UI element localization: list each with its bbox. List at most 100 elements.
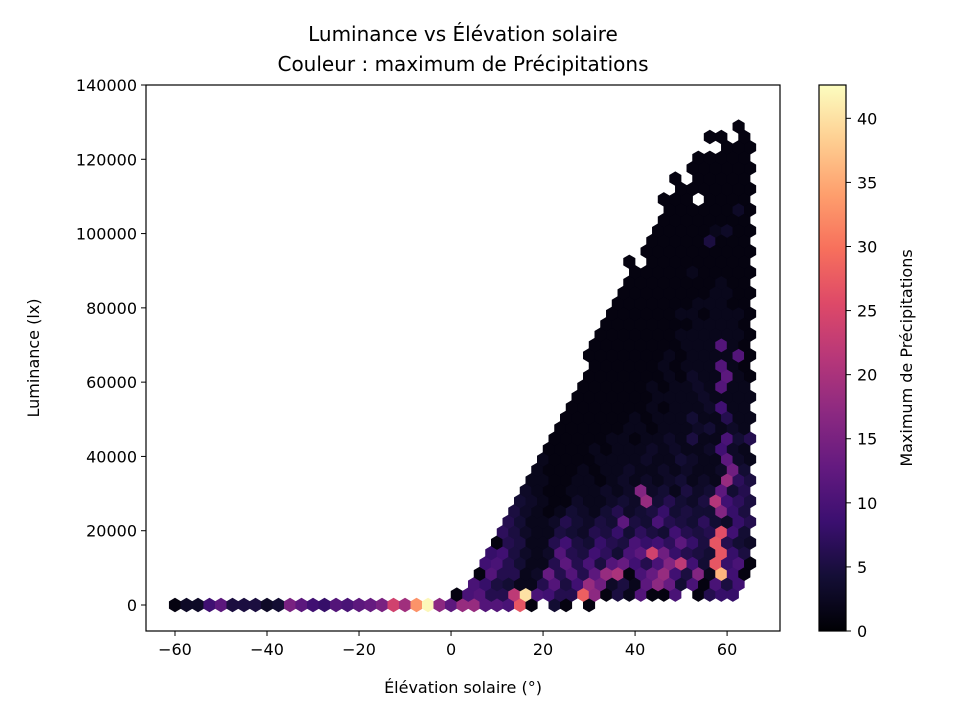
- hexbin-cell: [640, 472, 653, 488]
- hexbin-cell: [744, 348, 757, 363]
- hexbin-cell: [680, 233, 693, 249]
- hexbin-cell: [467, 597, 481, 613]
- hexbin-cell: [531, 545, 544, 561]
- hexbin-cell: [744, 160, 757, 176]
- hexbin-cell: [479, 556, 492, 571]
- hexbin-cell: [744, 472, 757, 488]
- hexbin-cell: [652, 306, 665, 322]
- hexbin-cell: [565, 400, 578, 415]
- hexbin-cell: [634, 379, 647, 394]
- hexbin-cell: [525, 472, 538, 488]
- hexbin-cell: [542, 545, 555, 561]
- hexbin-cell: [715, 379, 728, 394]
- hexbin-cell: [680, 316, 693, 332]
- hexbin-cell: [669, 212, 682, 228]
- hexbin-cell: [623, 420, 636, 436]
- colorbar-tick-label: 0: [857, 622, 867, 641]
- hexbin-cell: [669, 358, 682, 374]
- hexbin-cell: [565, 504, 578, 519]
- hexbin-cell: [680, 337, 693, 353]
- hexbin-cell: [680, 212, 693, 228]
- hexbin-cell: [726, 150, 739, 166]
- chart-title-line-2: Couleur : maximum de Précipitations: [277, 52, 648, 76]
- hexbin-cell: [629, 472, 642, 488]
- hexbin-cell: [709, 452, 722, 467]
- hexbin-cell: [726, 358, 739, 374]
- hexbin-cell: [692, 233, 705, 249]
- hexbin-cell: [680, 358, 693, 374]
- hexbin-cell: [698, 202, 711, 218]
- hexbin-cell: [600, 420, 613, 436]
- hexbin-cell: [686, 472, 699, 488]
- hexbin-cell: [617, 452, 630, 467]
- hexbin-cell: [709, 410, 722, 426]
- hexbin-cell: [657, 316, 670, 332]
- hexbin-cell: [640, 410, 653, 426]
- hexbin-cell: [715, 358, 728, 374]
- hexbin-cell: [594, 452, 607, 467]
- hexbin-cell: [456, 597, 469, 613]
- hexbin-cell: [548, 514, 561, 530]
- hexbin-cell: [680, 296, 693, 311]
- hexbin-cell: [715, 545, 728, 561]
- hexbin-cell: [623, 275, 636, 290]
- hexbin-cell: [617, 472, 630, 488]
- hexbin-cell: [606, 493, 619, 509]
- hexbin-cell: [652, 493, 665, 509]
- hexbin-cell: [669, 483, 682, 498]
- hexbin-cell: [583, 576, 596, 592]
- hexbin-cell: [744, 389, 757, 405]
- hexbin-cell: [732, 576, 745, 592]
- y-axis-ticks: 0 20000 40000 60000 80000 100000 120000 140000: [76, 76, 146, 615]
- hexbin-cell: [588, 545, 601, 561]
- hexbin-cell: [502, 556, 515, 571]
- hexbin-cell: [709, 244, 722, 259]
- hexbin-cell: [703, 212, 716, 228]
- hexbin-cell: [600, 400, 613, 415]
- hexbin-cell: [721, 140, 734, 155]
- hexbin-cell: [732, 306, 745, 322]
- hexbin-cell: [680, 192, 693, 207]
- hexbin-cell: [721, 202, 734, 218]
- hexbin-cell: [600, 316, 613, 332]
- hexbin-cell: [698, 535, 711, 550]
- hexbin-cell: [444, 597, 458, 613]
- hexbin-cell: [606, 576, 619, 592]
- hexbin-cell: [709, 202, 722, 218]
- x-tick-label: −60: [158, 640, 192, 659]
- hexbin-cell: [663, 576, 676, 592]
- hexbin-cell: [675, 327, 688, 342]
- y-tick-label: 80000: [86, 299, 137, 318]
- colorbar-ticks: 0 5 10 15 20 25 30 35 40: [846, 109, 877, 641]
- hexbin-cell: [669, 233, 682, 249]
- hexbin-cell: [680, 400, 693, 415]
- hexbin-cell: [738, 462, 751, 478]
- hexbin-cell: [738, 483, 751, 498]
- hexbin-cell: [640, 535, 653, 550]
- hexbin-cell: [686, 285, 699, 301]
- hexbin-cell: [721, 264, 734, 280]
- hexbin-cell: [508, 545, 521, 561]
- hexbin-cell: [686, 556, 699, 571]
- y-tick-label: 0: [127, 596, 137, 615]
- hexbin-cell: [606, 452, 619, 467]
- hexbin-cell: [611, 524, 624, 540]
- hexbin-cell: [732, 472, 745, 488]
- hexbin-cell: [560, 556, 573, 571]
- hexbin-cell: [726, 462, 739, 478]
- hexbin-cell: [663, 306, 676, 322]
- hexbin-cell: [537, 514, 550, 530]
- hexbin-cell: [565, 441, 578, 457]
- hexbin-cell: [583, 535, 596, 550]
- hexbin-cell: [652, 327, 665, 342]
- hexbin-cell: [675, 348, 688, 363]
- hexbin-cell: [508, 566, 521, 582]
- hexbin-cell: [640, 431, 653, 446]
- hexbin-cell: [657, 212, 670, 228]
- hexbin-cell: [726, 400, 739, 415]
- hexbin-cell: [600, 566, 613, 582]
- hexbin-cell: [680, 566, 693, 582]
- x-tick-label: 20: [533, 640, 553, 659]
- hexbin-cell: [652, 285, 665, 301]
- hexbin-cell: [703, 254, 716, 270]
